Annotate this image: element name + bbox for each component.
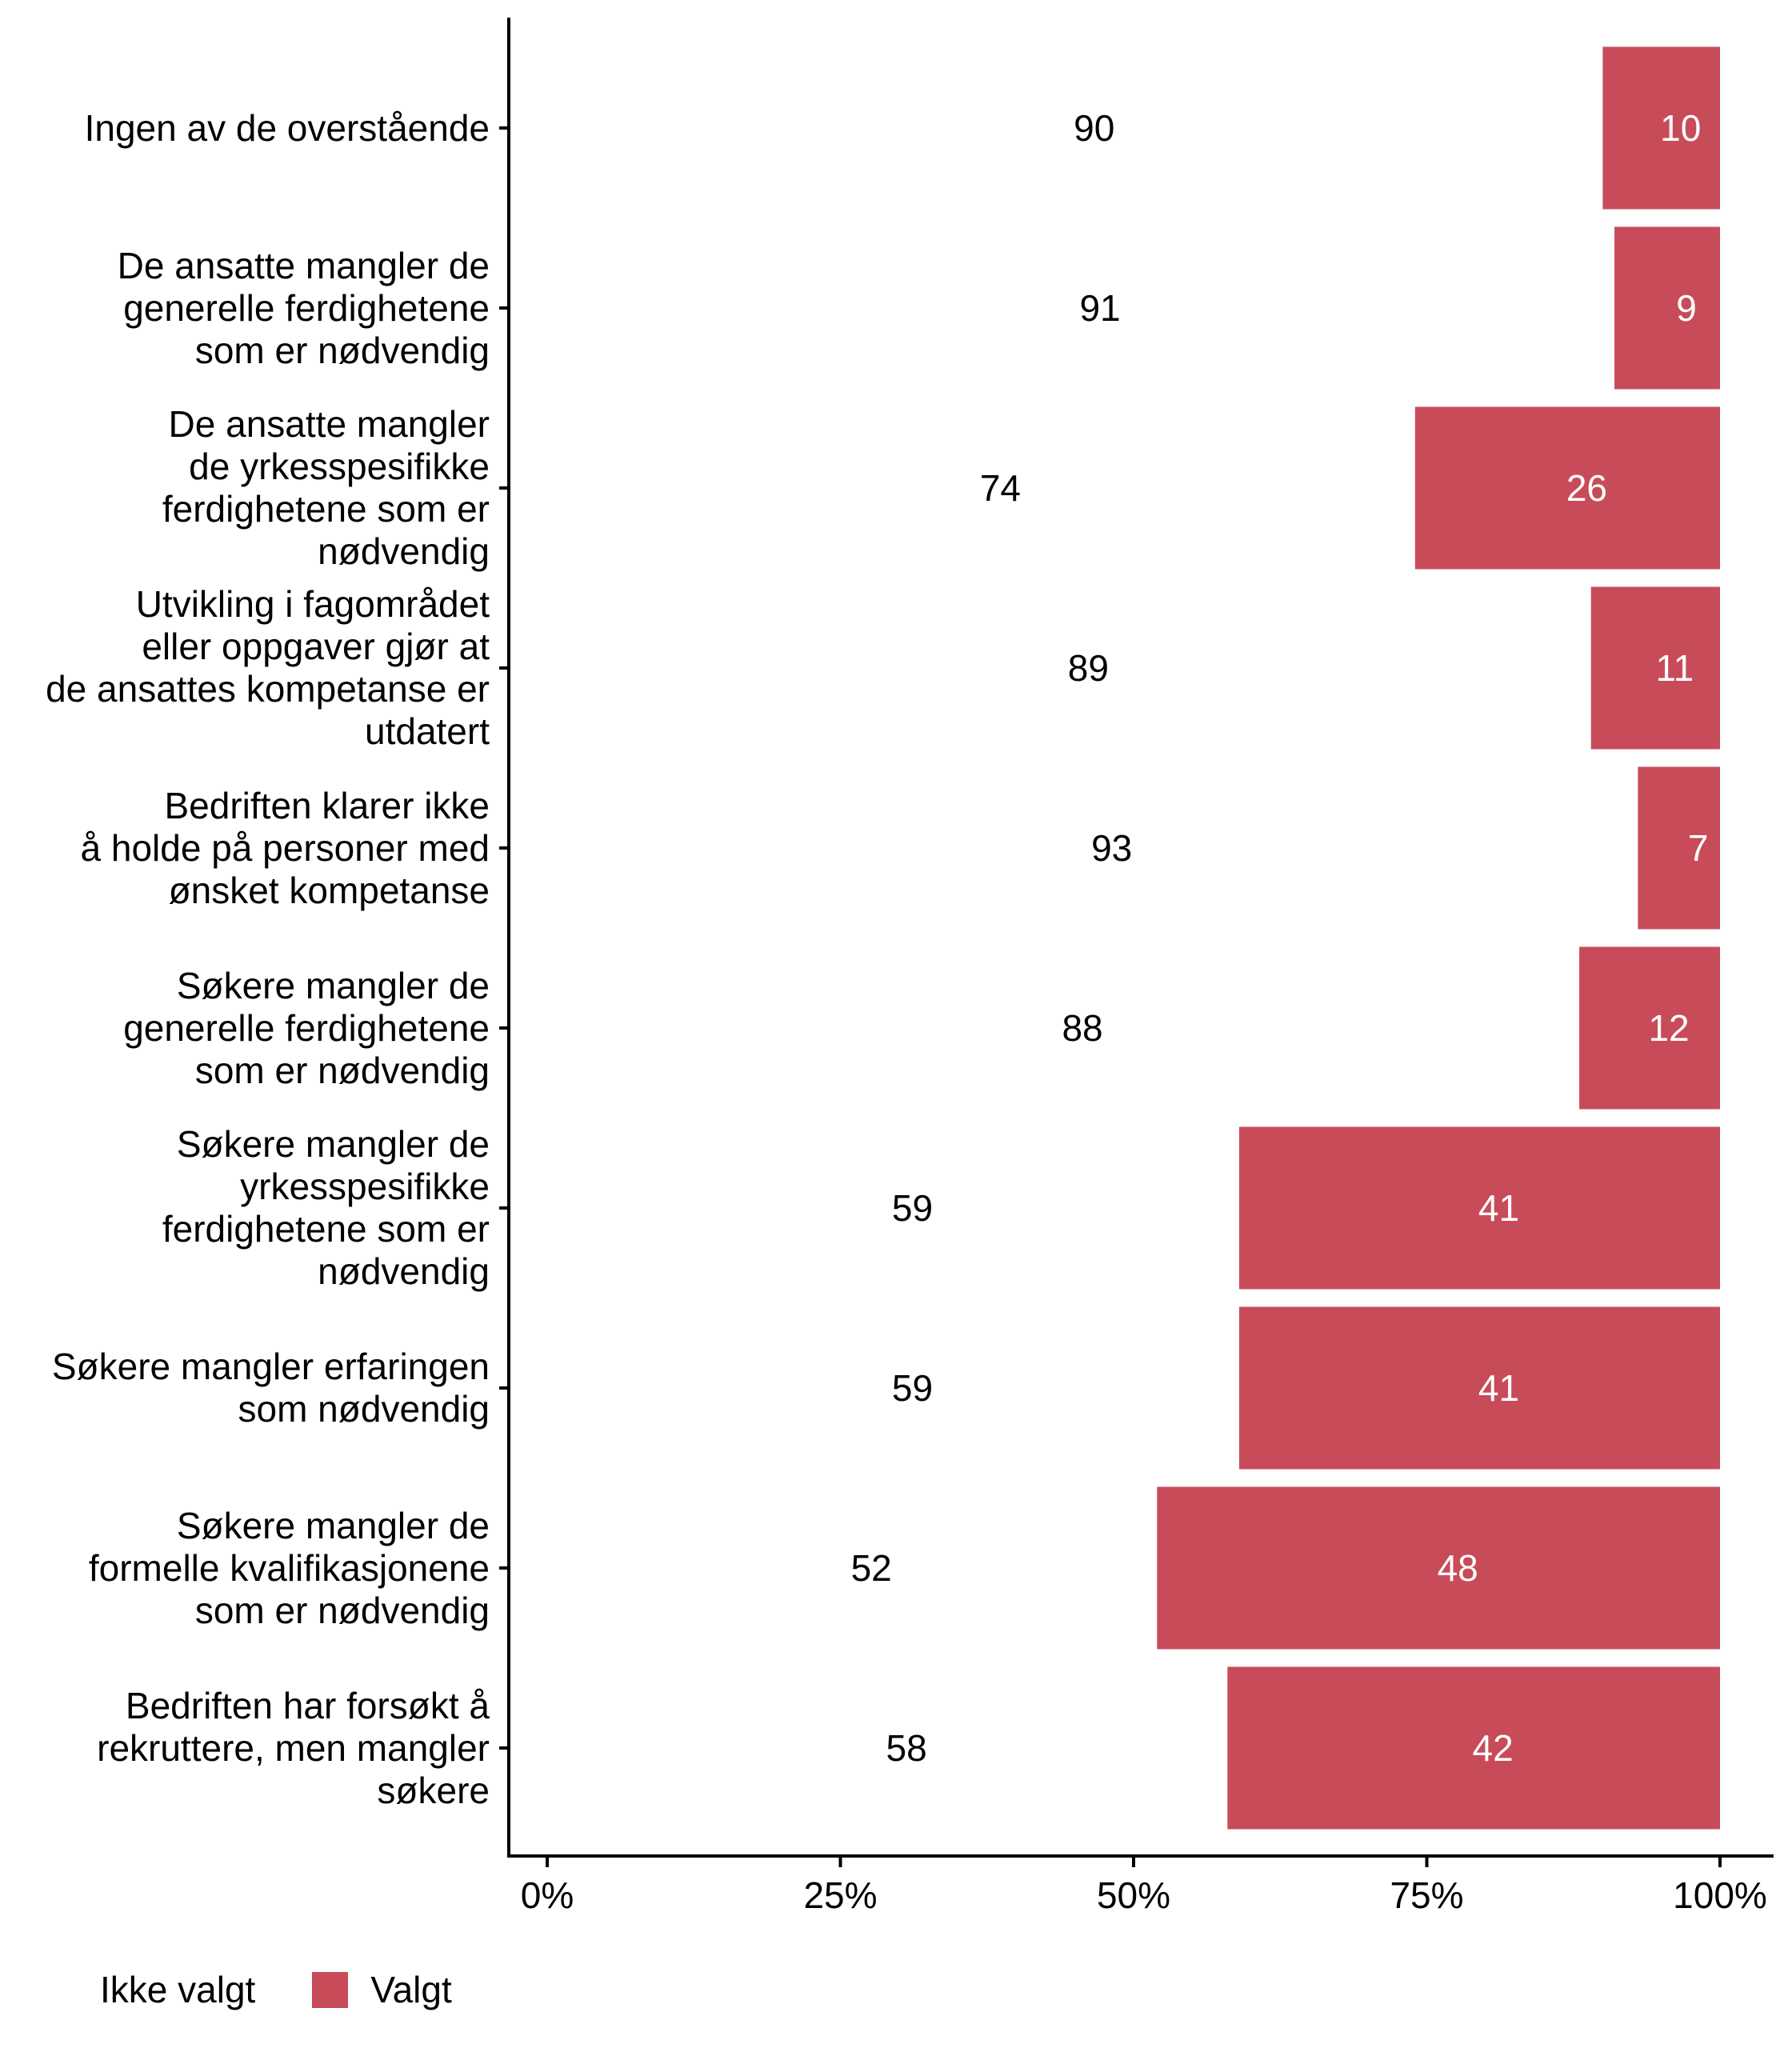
y-axis-label: Søkere mangler de yrkesspesifikke ferdig… [162, 1123, 490, 1292]
y-axis-label: De ansatte mangler de yrkesspesifikke fe… [162, 403, 490, 572]
x-tick-label-0: 0% [521, 1874, 574, 1916]
x-ticks-layer: 0% 25% 50% 75% 100% [521, 1856, 1767, 1916]
bar-ikke-valgt-1 [547, 226, 1615, 390]
y-axis-label: Søkere mangler de generelle ferdighetene… [123, 964, 490, 1091]
value-label-valgt-2: 26 [1566, 467, 1607, 509]
value-label-ikke-valgt-6: 59 [892, 1187, 933, 1229]
value-label-ikke-valgt-3: 89 [1068, 647, 1109, 689]
bar-valgt-2 [1414, 406, 1720, 570]
bar-ikke-valgt-9 [547, 1666, 1228, 1830]
bar-ikke-valgt-4 [547, 766, 1638, 930]
value-label-valgt-0: 10 [1660, 107, 1701, 149]
bar-ikke-valgt-5 [547, 946, 1580, 1110]
value-label-valgt-1: 9 [1676, 287, 1697, 329]
bar-valgt-3 [1590, 586, 1720, 750]
bars-layer [547, 46, 1720, 1830]
y-axis-label: Ingen av de overstående [84, 106, 490, 149]
legend-label-valgt: Valgt [370, 1969, 452, 2010]
y-axis-label: De ansatte mangler de generelle ferdighe… [117, 244, 490, 371]
x-tick-label-4: 100% [1673, 1874, 1767, 1916]
value-label-ikke-valgt-1: 91 [1079, 287, 1120, 329]
legend-key-ikke-valgt [266, 1971, 303, 2008]
value-label-ikke-valgt-5: 88 [1062, 1007, 1102, 1049]
value-label-ikke-valgt-4: 93 [1091, 827, 1132, 869]
bar-valgt-7 [1238, 1306, 1720, 1470]
y-axis-label: Søkere mangler de formelle kvalifikasjon… [88, 1504, 490, 1631]
value-label-ikke-valgt-0: 90 [1074, 107, 1114, 149]
bar-ikke-valgt-8 [547, 1486, 1158, 1650]
value-label-ikke-valgt-8: 52 [851, 1547, 892, 1589]
bar-ikke-valgt-2 [547, 406, 1415, 570]
bar-ikke-valgt-6 [547, 1126, 1239, 1290]
value-label-valgt-4: 7 [1688, 827, 1709, 869]
y-axis-label: Søkere mangler erfaringen som nødvendig [51, 1346, 490, 1430]
value-label-valgt-8: 48 [1438, 1547, 1478, 1589]
bar-valgt-4 [1638, 766, 1720, 930]
value-label-ikke-valgt-7: 59 [892, 1367, 933, 1409]
x-tick-label-3: 75% [1390, 1874, 1463, 1916]
bar-valgt-1 [1614, 226, 1720, 390]
legend-key-valgt [312, 1971, 349, 2008]
y-axis-label: Bedriften klarer ikke å holde på persone… [80, 784, 490, 911]
legend-label-ikke-valgt: Ikke valgt [100, 1969, 256, 2010]
bar-ikke-valgt-7 [547, 1306, 1239, 1470]
bar-valgt-5 [1579, 946, 1720, 1110]
value-label-ikke-valgt-9: 58 [886, 1727, 927, 1769]
bar-valgt-0 [1602, 46, 1720, 210]
bar-valgt-8 [1157, 1486, 1720, 1650]
bar-valgt-9 [1227, 1666, 1720, 1830]
value-label-valgt-7: 41 [1478, 1367, 1519, 1409]
value-label-ikke-valgt-2: 74 [980, 467, 1021, 509]
y-ticks-layer [499, 126, 509, 1750]
value-label-valgt-6: 41 [1478, 1187, 1519, 1229]
y-axis-label: Utvikling i fagområdet eller oppgaver gj… [46, 583, 490, 752]
bar-ikke-valgt-0 [547, 46, 1603, 210]
value-label-valgt-9: 42 [1473, 1727, 1514, 1769]
value-label-valgt-5: 12 [1648, 1007, 1689, 1049]
x-tick-label-2: 50% [1097, 1874, 1170, 1916]
x-tick-label-1: 25% [803, 1874, 877, 1916]
value-label-valgt-3: 11 [1655, 647, 1694, 689]
axes-layer [507, 18, 1774, 1858]
legend: Ikke valgt Valgt [100, 1962, 452, 2018]
y-axis-label: Bedriften har forsøkt å rekruttere, men … [97, 1684, 490, 1811]
bar-ikke-valgt-3 [547, 586, 1591, 750]
bar-valgt-6 [1238, 1126, 1720, 1290]
value-labels-layer: 90 10 91 9 74 26 89 11 93 7 88 12 59 41 59 41 52 48 58 42 [851, 107, 1709, 1769]
